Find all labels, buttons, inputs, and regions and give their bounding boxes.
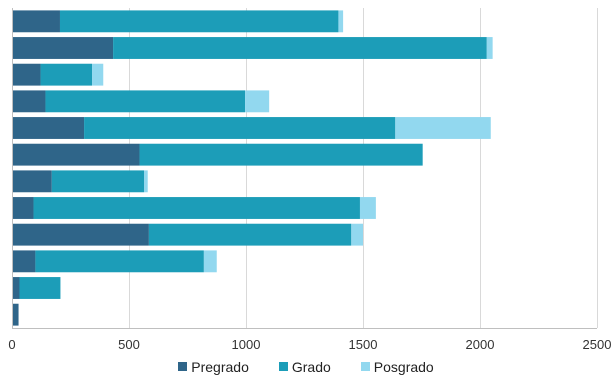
bar-grado-8: [33, 197, 360, 219]
bar-posgrado-10: [203, 250, 217, 273]
bar-grado-2: [113, 37, 487, 59]
bar-posgrado-1: [338, 10, 344, 33]
x-tick-label: 0: [8, 337, 15, 352]
grid-lines: [129, 8, 598, 328]
bar-pregrado-3: [12, 63, 41, 86]
bar-grado-4: [45, 90, 246, 113]
bar-pregrado-1: [12, 10, 60, 33]
bar-grado-10: [35, 250, 204, 273]
x-tick-label: 1500: [349, 337, 378, 352]
bar-grado-3: [40, 63, 93, 86]
x-tick-label: 1000: [232, 337, 261, 352]
bar-pregrado-5: [12, 117, 85, 139]
bar-pregrado-9: [12, 223, 149, 246]
legend-item-grado: Grado: [278, 358, 331, 375]
bar-grado-9: [148, 223, 352, 246]
legend: Pregrado Grado Posgrado: [0, 358, 612, 375]
bar-grado-1: [59, 10, 339, 33]
x-axis: 0 500 1000 1500 2000 2500: [8, 8, 611, 352]
bar-posgrado-5: [395, 117, 491, 139]
bar-posgrado-9: [351, 223, 363, 246]
bar-pregrado-12: [12, 303, 19, 326]
bar-posgrado-7: [144, 170, 148, 193]
bar-grado-6: [139, 143, 423, 166]
legend-label: Pregrado: [191, 358, 249, 375]
x-tick-label: 500: [118, 337, 140, 352]
legend-swatch: [178, 362, 188, 371]
legend-item-pregrado: Pregrado: [178, 359, 249, 375]
bar-posgrado-8: [359, 197, 376, 219]
bar-pregrado-6: [12, 143, 140, 166]
bar-pregrado-4: [12, 90, 46, 113]
x-tick-label: 2000: [466, 337, 495, 352]
bar-pregrado-10: [12, 250, 36, 273]
bars: [12, 10, 493, 326]
bar-posgrado-2: [486, 37, 493, 59]
bar-grado-11: [19, 277, 61, 299]
bar-pregrado-8: [12, 197, 34, 219]
bar-pregrado-2: [12, 37, 114, 59]
bar-grado-7: [51, 170, 145, 193]
bar-posgrado-4: [245, 90, 270, 113]
x-tick-label: 2500: [583, 337, 612, 352]
bar-posgrado-3: [92, 63, 104, 86]
legend-swatch: [360, 362, 370, 371]
legend-item-posgrado: Posgrado: [360, 358, 434, 375]
legend-label: Posgrado: [373, 358, 434, 375]
legend-label: Grado: [291, 358, 331, 375]
bar-pregrado-7: [12, 170, 52, 193]
legend-swatch: [278, 362, 288, 371]
bar-pregrado-11: [12, 277, 20, 299]
bar-grado-5: [84, 117, 396, 139]
